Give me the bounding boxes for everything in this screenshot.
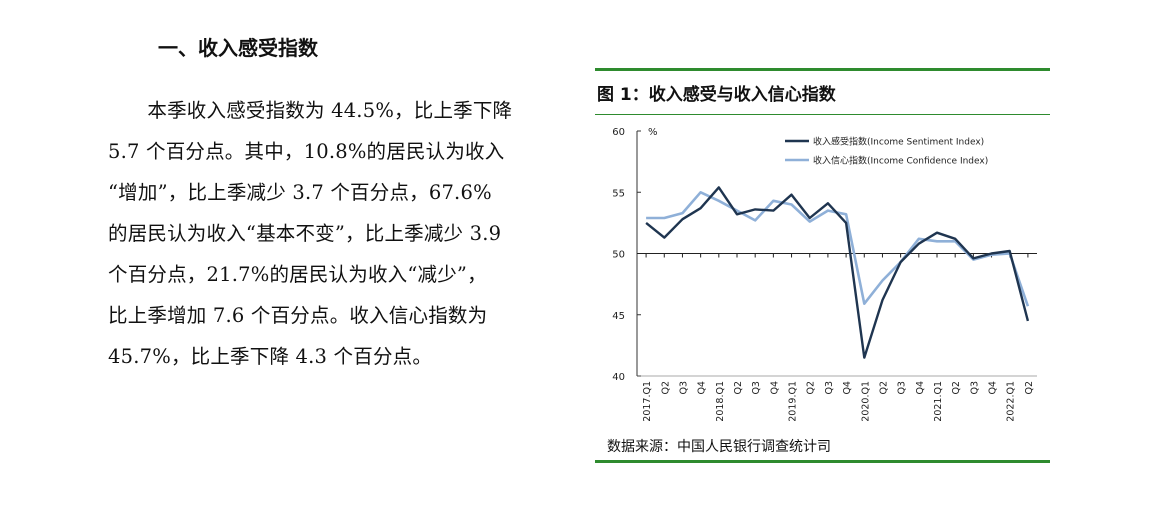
x-tick-label: 2020.Q1 [860, 381, 871, 422]
y-tick-label: 50 [612, 250, 625, 261]
paragraph-line: 45.7%，比上季下降 4.3 个百分点。 [108, 345, 433, 368]
paragraph-line: 个百分点，21.7%的居民认为收入“减少”， [108, 263, 487, 286]
y-tick-label: 55 [612, 188, 625, 199]
figure-panel: 图 1：收入感受与收入信心指数 40 45 50 55 60% 2017.Q1 Q2 Q3 Q4… [595, 68, 1050, 464]
paragraph-line: 比上季增加 7.6 个百分点。收入信心指数为 [108, 304, 488, 327]
x-tick-label: 2017.Q1 [642, 381, 653, 422]
figure-title-rule [595, 114, 1050, 115]
y-tick-label: 45 [612, 311, 625, 322]
x-tick-label: 2019.Q1 [788, 381, 799, 422]
series-line-1 [645, 186, 1030, 359]
x-tick-label: 2021.Q1 [933, 381, 944, 422]
paragraph-line: 本季收入感受指数为 44.5%，比上季下降 [108, 99, 513, 122]
x-tick-label: Q3 [897, 381, 908, 395]
x-tick-label: Q2 [806, 381, 817, 395]
x-tick-label: Q2 [951, 381, 962, 395]
x-tick-label: Q3 [678, 381, 689, 395]
x-tick-label: Q4 [915, 381, 926, 395]
paragraph-line: “增加”，比上季减少 3.7 个百分点，67.6% [108, 181, 492, 204]
x-tick-label: Q2 [878, 381, 889, 395]
y-tick-label: 60 [612, 127, 625, 138]
x-tick-label: Q4 [842, 381, 853, 395]
x-tick-label: Q3 [969, 381, 980, 395]
body-paragraph: 本季收入感受指数为 44.5%，比上季下降 5.7 个百分点。其中，10.8%的… [108, 90, 578, 377]
x-tick-label: Q4 [769, 381, 780, 395]
y-tick-label: 40 [612, 372, 625, 383]
figure-top-rule [595, 68, 1050, 71]
x-tick-label: 2022.Q1 [1006, 381, 1017, 422]
paragraph-line: 5.7 个百分点。其中，10.8%的居民认为收入 [108, 140, 505, 163]
x-tick-label: Q2 [733, 381, 744, 395]
section-heading: 一、收入感受指数 [158, 36, 318, 60]
figure-bottom-rule [595, 460, 1050, 463]
x-tick-label: Q4 [988, 381, 999, 395]
series-line-2 [646, 191, 1030, 307]
legend-entry-2: 收入信心指数(Income Confidence Index) [813, 155, 988, 167]
legend-entry-1: 收入感受指数(Income Sentiment Index) [813, 136, 984, 148]
x-tick-label: Q2 [660, 381, 671, 395]
x-tick-label: 2018.Q1 [715, 381, 726, 422]
x-tick-label: Q2 [1024, 381, 1035, 395]
figure-title: 图 1：收入感受与收入信心指数 [597, 85, 836, 105]
x-tick-label: Q4 [697, 381, 708, 395]
line-chart: 40 45 50 55 60 % 2017.Q1 Q2 Q3 Q4 2018.Q1 Q2 Q3 Q4 201… [612, 127, 1037, 422]
x-tick-label: Q3 [751, 381, 762, 395]
paragraph-line: 的居民认为收入“基本不变”，比上季减少 3.9 [108, 222, 502, 245]
figure-source: 数据来源：中国人民银行调查统计司 [607, 439, 831, 455]
x-tick-label: Q3 [824, 381, 835, 395]
y-unit-label: % [648, 127, 658, 138]
